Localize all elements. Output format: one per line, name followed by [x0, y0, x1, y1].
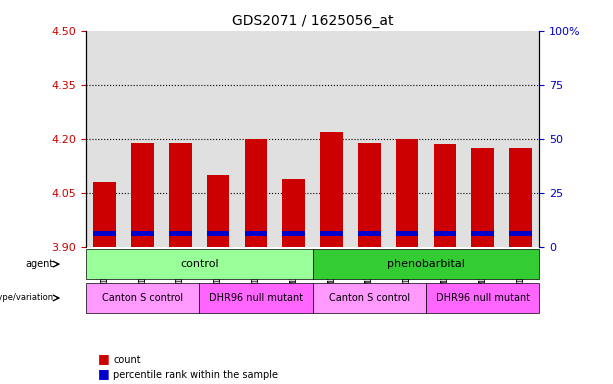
Text: GSM114991: GSM114991 [327, 248, 336, 298]
Bar [93, 182, 116, 247]
FancyBboxPatch shape [86, 283, 199, 313]
Text: GSM114988: GSM114988 [213, 248, 223, 299]
Bar [169, 231, 192, 237]
Bar [283, 231, 305, 237]
Title: GDS2071 / 1625056_at: GDS2071 / 1625056_at [232, 14, 394, 28]
Bar [433, 144, 456, 247]
Text: GSM114996: GSM114996 [516, 248, 525, 299]
FancyBboxPatch shape [313, 283, 426, 313]
Bar [245, 231, 267, 237]
Text: count: count [113, 355, 141, 365]
Text: GSM114992: GSM114992 [365, 248, 374, 298]
Text: DHR96 null mutant: DHR96 null mutant [209, 293, 303, 303]
Text: control: control [180, 259, 219, 269]
Text: DHR96 null mutant: DHR96 null mutant [436, 293, 530, 303]
Text: percentile rank within the sample: percentile rank within the sample [113, 370, 278, 380]
Text: GSM114989: GSM114989 [251, 248, 261, 299]
Bar [207, 175, 229, 247]
Bar [169, 142, 192, 247]
Text: GSM114986: GSM114986 [138, 248, 147, 299]
Bar [509, 231, 532, 237]
Bar [509, 148, 532, 247]
Text: GSM114994: GSM114994 [440, 248, 449, 298]
FancyBboxPatch shape [313, 249, 539, 279]
Bar [245, 139, 267, 247]
Bar [433, 231, 456, 237]
FancyBboxPatch shape [86, 249, 313, 279]
Text: GSM114993: GSM114993 [403, 248, 412, 299]
Bar [93, 231, 116, 237]
Bar [471, 231, 494, 237]
Bar [358, 231, 381, 237]
Bar [320, 231, 343, 237]
FancyBboxPatch shape [199, 283, 313, 313]
Bar [358, 142, 381, 247]
Text: agent: agent [26, 259, 54, 269]
Text: ■: ■ [98, 367, 110, 380]
Text: GSM114985: GSM114985 [100, 248, 109, 299]
Text: phenobarbital: phenobarbital [387, 259, 465, 269]
Text: GSM114995: GSM114995 [478, 248, 487, 298]
Bar [131, 142, 154, 247]
Bar [207, 231, 229, 237]
Bar [471, 148, 494, 247]
Bar [320, 132, 343, 247]
Text: genotype/variation: genotype/variation [0, 293, 54, 303]
Bar [396, 139, 419, 247]
Bar [131, 231, 154, 237]
Bar [283, 179, 305, 247]
Text: GSM114990: GSM114990 [289, 248, 299, 298]
Text: Canton S control: Canton S control [329, 293, 410, 303]
FancyBboxPatch shape [426, 283, 539, 313]
Text: GSM114987: GSM114987 [176, 248, 185, 299]
Text: ■: ■ [98, 352, 110, 365]
Text: Canton S control: Canton S control [102, 293, 183, 303]
Bar [396, 231, 419, 237]
